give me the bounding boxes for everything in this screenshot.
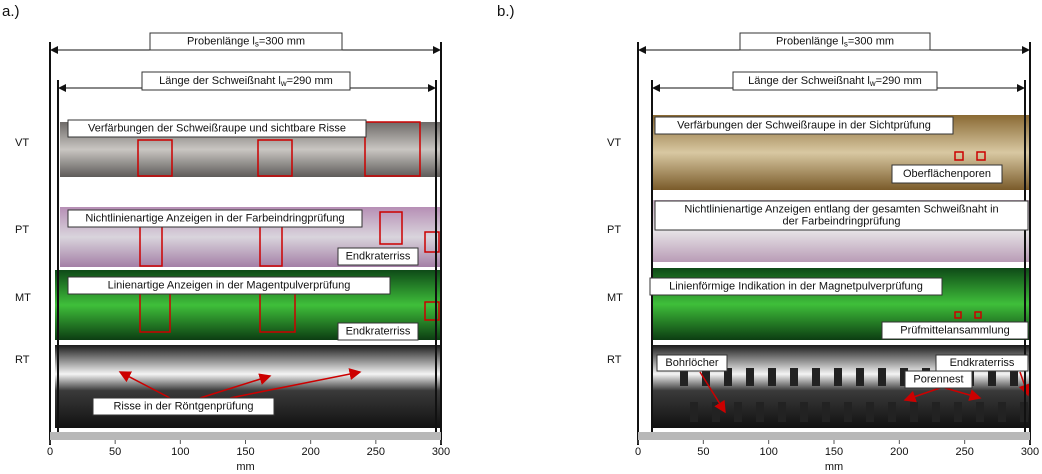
length-text: Länge der Schweißnaht l	[159, 75, 281, 87]
panel: a.) Probenlänge ls=300 mm Länge der Schwei…	[2, 3, 450, 473]
annotation-text: Verfärbungen der Schweißraupe und sichtb…	[88, 122, 346, 134]
tick-label: 250	[955, 446, 973, 458]
length-text: Probenlänge l	[187, 35, 255, 47]
method-label: PT	[607, 224, 621, 236]
length-text: =300 mm	[259, 35, 305, 47]
length-text: =290 mm	[876, 75, 922, 87]
tick-label: 200	[890, 446, 908, 458]
tick-label: 50	[697, 446, 709, 458]
panel-label: a.)	[2, 3, 20, 20]
axis-label: mm	[236, 461, 254, 473]
annotation-text: der Farbeindringprüfung	[782, 215, 900, 227]
drill-hole	[734, 402, 742, 422]
annotation-text: Nichtlinienartige Anzeigen entlang der g…	[684, 203, 998, 215]
length-label: Probenlänge ls=300 mm	[187, 35, 305, 48]
panel: b.) Probenlänge ls=300 mm Länge der Schwei…	[497, 3, 1039, 473]
annotation-text: Oberflächenporen	[903, 168, 991, 180]
method-label: VT	[15, 137, 29, 149]
drill-hole	[822, 402, 830, 422]
drill-hole	[910, 402, 918, 422]
drill-hole	[812, 368, 820, 386]
method-label: VT	[607, 137, 621, 149]
drill-hole	[800, 402, 808, 422]
tick-label: 150	[236, 446, 254, 458]
method-label: RT	[607, 354, 622, 366]
method-label: PT	[15, 224, 29, 236]
method-label: RT	[15, 354, 30, 366]
method-label: MT	[15, 292, 31, 304]
length-text: Länge der Schweißnaht l	[748, 75, 870, 87]
annotation-text: Endkraterriss	[950, 357, 1015, 369]
annotation-text: Prüfmittelansammlung	[900, 324, 1009, 336]
drill-hole	[844, 402, 852, 422]
drill-hole	[712, 402, 720, 422]
axis-bar	[50, 432, 441, 440]
annotation-text: Endkraterriss	[346, 250, 411, 262]
drill-hole	[768, 368, 776, 386]
tick-label: 0	[47, 446, 53, 458]
drill-hole	[866, 402, 874, 422]
length-text: =300 mm	[848, 35, 894, 47]
drill-hole	[790, 368, 798, 386]
axis-bar	[638, 432, 1030, 440]
drill-hole	[834, 368, 842, 386]
annotation-text: Endkraterriss	[346, 325, 411, 337]
length-text: =290 mm	[287, 75, 333, 87]
drill-hole	[690, 402, 698, 422]
annotation-text: Bohrlöcher	[665, 357, 719, 369]
tick-label: 250	[367, 446, 385, 458]
figure: a.) Probenlänge ls=300 mm Länge der Schwei…	[0, 0, 1042, 474]
specimen-photo	[55, 345, 440, 428]
panel-label: b.)	[497, 3, 515, 20]
tick-label: 300	[1021, 446, 1039, 458]
length-text: Probenlänge l	[776, 35, 844, 47]
drill-hole	[756, 402, 764, 422]
drill-hole	[778, 402, 786, 422]
length-label: Probenlänge ls=300 mm	[776, 35, 894, 48]
tick-label: 200	[301, 446, 319, 458]
annotation-text: Linienartige Anzeigen in der Magentpulve…	[108, 279, 351, 291]
annotation-text: Porennest	[913, 373, 963, 385]
annotation-text: Nichtlinienartige Anzeigen in der Farbei…	[85, 212, 344, 224]
drill-hole	[888, 402, 896, 422]
panels: a.) Probenlänge ls=300 mm Länge der Schwei…	[2, 3, 1039, 473]
drill-hole	[998, 402, 1006, 422]
axis-label: mm	[825, 461, 843, 473]
tick-label: 300	[432, 446, 450, 458]
method-label: MT	[607, 292, 623, 304]
annotation-text: Verfärbungen der Schweißraupe in der Sic…	[677, 119, 931, 131]
drill-hole	[954, 402, 962, 422]
tick-label: 100	[171, 446, 189, 458]
drill-hole	[746, 368, 754, 386]
tick-label: 150	[825, 446, 843, 458]
drill-hole	[878, 368, 886, 386]
length-label: Länge der Schweißnaht lw=290 mm	[159, 75, 333, 88]
drill-hole	[856, 368, 864, 386]
drill-hole	[976, 402, 984, 422]
tick-label: 0	[635, 446, 641, 458]
drill-hole	[932, 402, 940, 422]
annotation-text: Risse in der Röntgenprüfung	[113, 400, 253, 412]
tick-label: 100	[759, 446, 777, 458]
length-label: Länge der Schweißnaht lw=290 mm	[748, 75, 922, 88]
tick-label: 50	[109, 446, 121, 458]
annotation-text: Linienförmige Indikation in der Magnetpu…	[669, 280, 923, 292]
